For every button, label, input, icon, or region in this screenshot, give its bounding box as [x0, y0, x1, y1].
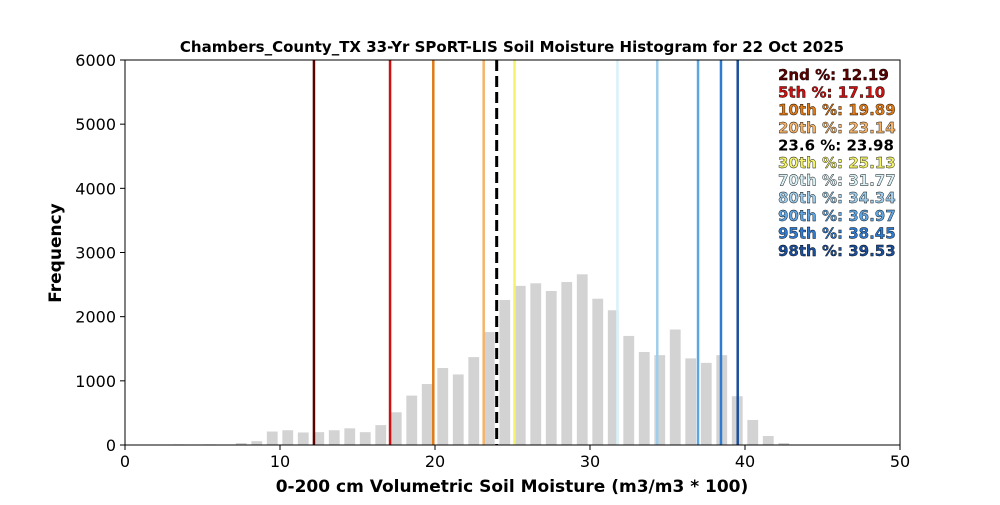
- legend-entry: 5th %: 17.10: [778, 84, 885, 102]
- histogram-bar: [530, 283, 541, 445]
- histogram-bar: [406, 396, 417, 445]
- histogram-bar: [546, 291, 557, 445]
- histogram-bar: [763, 436, 774, 445]
- y-tick-label: 1000: [75, 372, 116, 391]
- x-tick-label: 0: [120, 452, 130, 471]
- histogram-bar: [437, 368, 448, 445]
- legend-entry: 90th %: 36.97: [778, 207, 896, 225]
- x-axis-ticks: 0 10 20 30 40 50: [120, 445, 910, 471]
- histogram-bar: [329, 430, 340, 445]
- histogram-bar: [360, 432, 371, 445]
- x-tick-label: 10: [270, 452, 290, 471]
- histogram-bar: [499, 300, 510, 445]
- histogram-bar: [391, 412, 402, 445]
- x-axis-label: 0-200 cm Volumetric Soil Moisture (m3/m3…: [276, 477, 749, 497]
- legend-entry: 70th %: 31.77: [778, 172, 896, 190]
- histogram-bar: [282, 430, 293, 445]
- y-tick-label: 0: [106, 436, 116, 455]
- y-tick-label: 2000: [75, 308, 116, 327]
- chart-title: Chambers_County_TX 33-Yr SPoRT-LIS Soil …: [180, 38, 844, 56]
- legend-entry: 80th %: 34.34: [778, 189, 896, 207]
- x-tick-label: 30: [580, 452, 600, 471]
- histogram-bar: [375, 425, 386, 445]
- histogram-bar: [251, 441, 262, 445]
- histogram-bar: [623, 336, 634, 445]
- y-axis-label: Frequency: [46, 203, 66, 303]
- y-tick-label: 3000: [75, 244, 116, 263]
- histogram-bar: [298, 432, 309, 445]
- legend-entry: 98th %: 39.53: [778, 242, 896, 260]
- legend-entry: 10th %: 19.89: [778, 101, 896, 119]
- bars-layer: [174, 274, 805, 445]
- legend-entry: 2nd %: 12.19: [778, 66, 889, 84]
- histogram-bar: [267, 432, 278, 445]
- histogram-bar: [701, 363, 712, 445]
- histogram-bar: [639, 352, 650, 445]
- histogram-bar: [670, 330, 681, 446]
- y-axis-ticks: 0 1000 2000 3000 4000 5000 6000: [75, 51, 125, 455]
- histogram-bar: [484, 332, 495, 445]
- histogram-bar: [561, 282, 572, 445]
- histogram-bar: [654, 355, 665, 445]
- histogram-bar: [422, 384, 433, 445]
- histogram-bar: [515, 286, 526, 445]
- x-tick-label: 20: [425, 452, 445, 471]
- histogram-bar: [685, 358, 696, 445]
- histogram-bar: [468, 357, 479, 445]
- y-tick-label: 4000: [75, 179, 116, 198]
- x-tick-label: 50: [890, 452, 910, 471]
- legend-entry: 30th %: 25.13: [778, 154, 896, 172]
- histogram-bar: [592, 299, 603, 445]
- x-tick-label: 40: [735, 452, 755, 471]
- histogram-bar: [453, 374, 464, 445]
- legend-entry: 23.6 %: 23.98: [778, 136, 894, 154]
- legend-entry: 95th %: 38.45: [778, 224, 896, 242]
- histogram-bar: [577, 274, 588, 445]
- y-tick-label: 6000: [75, 51, 116, 70]
- histogram-bar: [344, 428, 355, 445]
- y-tick-label: 5000: [75, 115, 116, 134]
- legend-entry: 20th %: 23.14: [778, 119, 896, 137]
- histogram-bar: [747, 420, 758, 445]
